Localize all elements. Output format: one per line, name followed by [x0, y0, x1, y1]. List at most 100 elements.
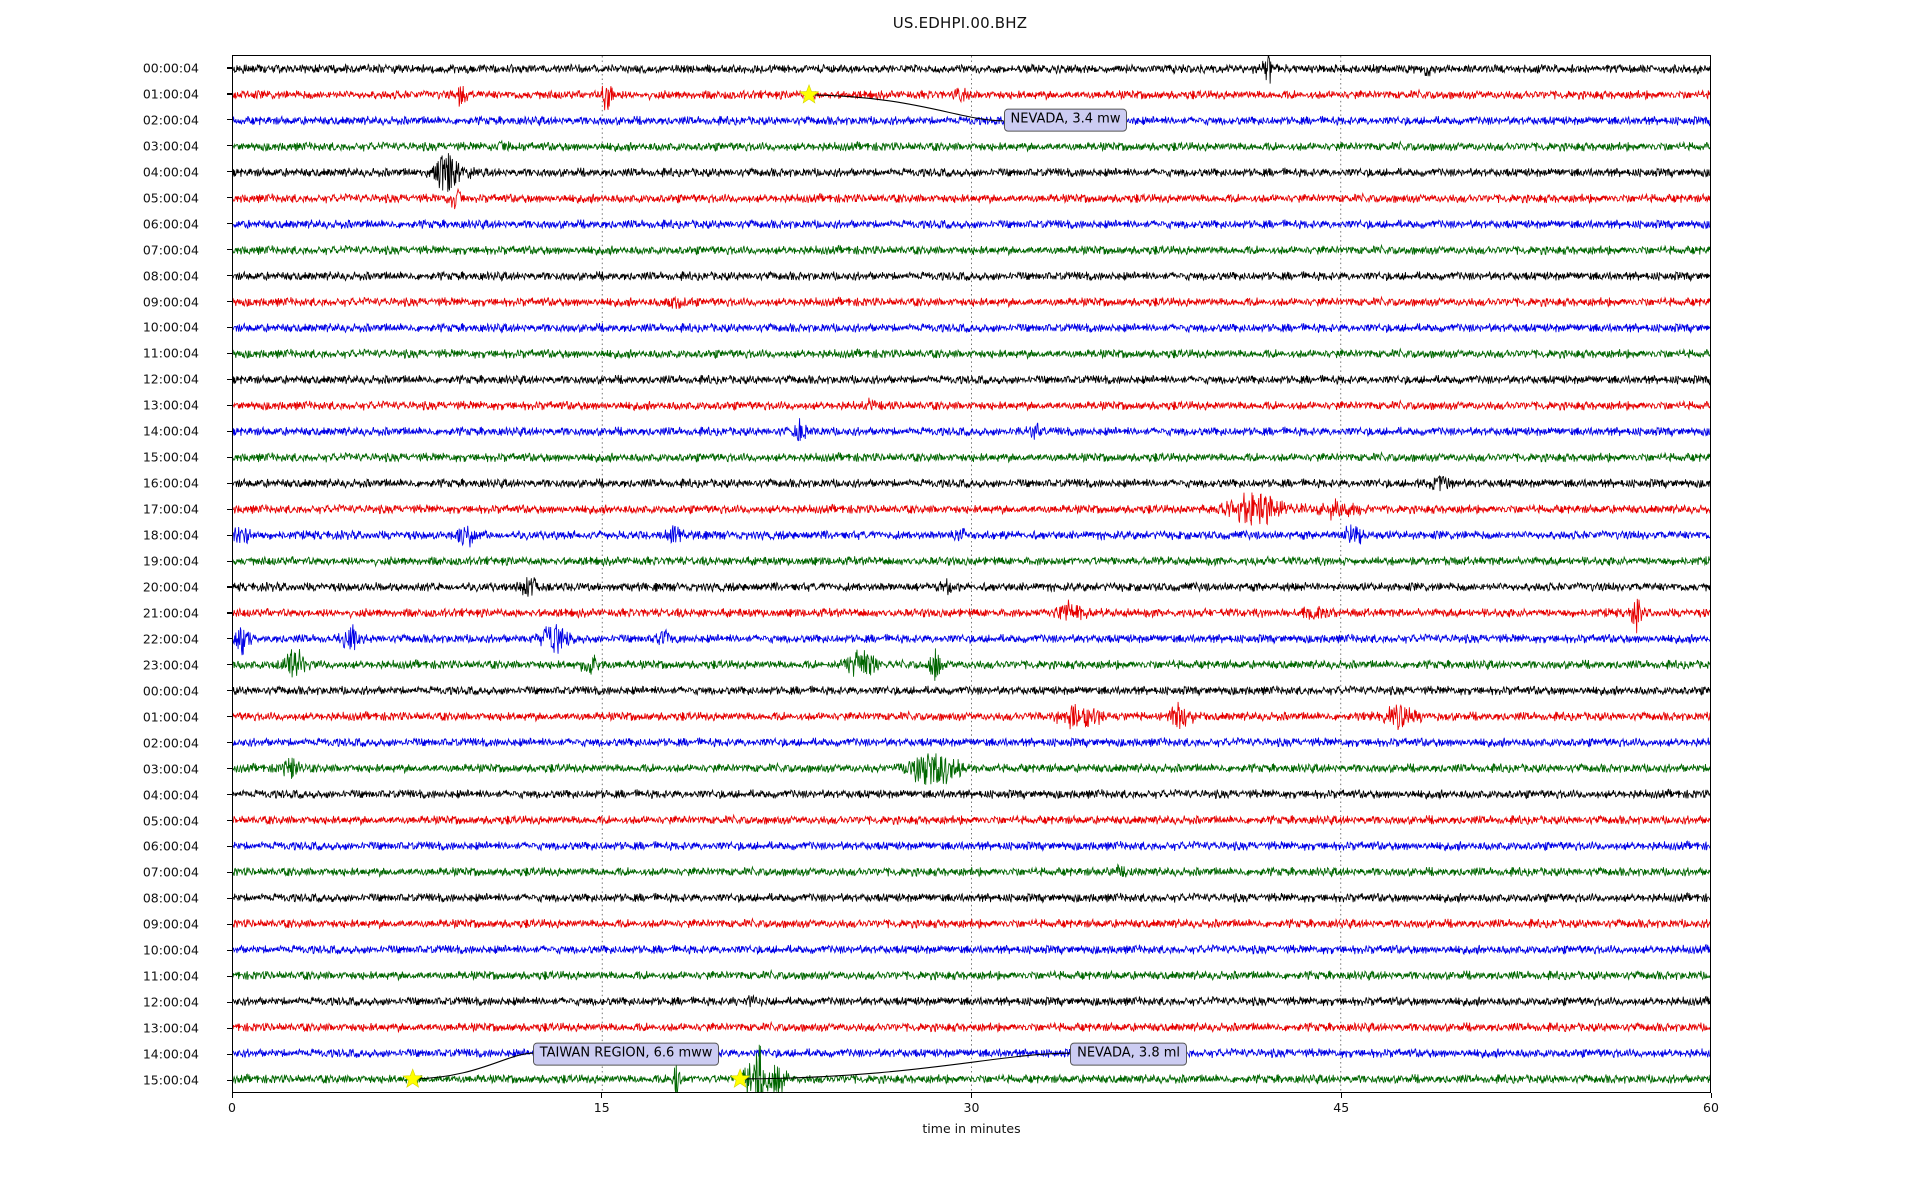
y-tick-label-29: 05:00:04	[142, 813, 199, 829]
y-tick-label-26: 02:00:04	[142, 735, 199, 751]
trace-row-18	[233, 524, 1710, 548]
trace-row-35	[233, 968, 1710, 982]
trace-row-27	[233, 753, 1710, 785]
event-annotation-box-0[interactable]: NEVADA, 3.4 mw	[1003, 108, 1128, 132]
y-tick-mark	[227, 197, 232, 199]
y-tick-mark	[227, 794, 232, 796]
y-tick-label-20: 20:00:04	[142, 579, 199, 595]
y-tick-mark	[227, 820, 232, 822]
trace-row-28	[233, 788, 1710, 801]
y-tick-mark	[227, 508, 232, 510]
trace-row-10	[233, 322, 1710, 334]
y-tick-mark	[227, 871, 232, 874]
y-tick-label-30: 06:00:04	[142, 838, 199, 854]
y-tick-label-9: 09:00:04	[142, 294, 199, 310]
trace-row-16	[233, 474, 1710, 492]
y-tick-label-23: 23:00:04	[142, 657, 199, 673]
event-star-marker[interactable]	[402, 1068, 424, 1088]
y-tick-label-22: 22:00:04	[142, 631, 199, 647]
y-tick-label-8: 08:00:04	[142, 268, 199, 284]
trace-row-20	[233, 577, 1710, 597]
y-tick-label-21: 21:00:04	[142, 605, 199, 621]
trace-row-14	[233, 418, 1710, 442]
trace-row-11	[233, 347, 1710, 360]
y-tick-mark	[227, 119, 232, 121]
event-star-marker[interactable]	[729, 1068, 751, 1088]
trace-row-15	[233, 450, 1710, 464]
y-tick-mark	[227, 638, 232, 640]
y-tick-mark	[227, 690, 232, 692]
y-tick-mark	[227, 326, 232, 329]
trace-row-7	[233, 243, 1710, 257]
trace-row-12	[233, 373, 1710, 386]
trace-row-22	[233, 624, 1710, 656]
trace-row-3	[233, 139, 1710, 153]
trace-row-1	[233, 85, 1710, 111]
y-tick-label-7: 07:00:04	[142, 242, 199, 258]
trace-row-30	[233, 840, 1710, 852]
trace-row-24	[233, 685, 1710, 697]
y-tick-mark	[227, 664, 232, 666]
event-star-marker[interactable]	[798, 84, 820, 104]
trace-row-33	[233, 917, 1710, 930]
y-tick-mark	[227, 301, 232, 303]
y-tick-label-35: 11:00:04	[142, 968, 199, 984]
helicorder-axes	[232, 55, 1711, 1093]
y-tick-label-27: 03:00:04	[142, 761, 199, 777]
y-tick-mark	[227, 560, 232, 562]
y-tick-mark	[227, 1001, 232, 1003]
trace-row-21	[233, 598, 1710, 634]
y-tick-label-6: 06:00:04	[142, 216, 199, 232]
y-tick-label-37: 13:00:04	[142, 1020, 199, 1036]
trace-row-39	[233, 1044, 1710, 1092]
x-axis-label: time in minutes	[922, 1121, 1021, 1136]
trace-row-4	[233, 153, 1710, 192]
page-title: US.EDHPI.00.BHZ	[892, 14, 1028, 32]
trace-row-37	[233, 1020, 1710, 1034]
x-tick-label-3: 45	[1333, 1100, 1350, 1115]
x-tick-mark	[601, 1093, 603, 1098]
trace-row-8	[233, 270, 1710, 283]
x-tick-label-0: 0	[228, 1100, 236, 1115]
trace-row-0	[233, 56, 1710, 84]
y-tick-label-36: 12:00:04	[142, 994, 199, 1010]
y-tick-label-5: 05:00:04	[142, 190, 199, 206]
x-tick-mark	[1340, 1093, 1342, 1098]
x-tick-label-2: 30	[963, 1100, 980, 1115]
y-tick-mark	[227, 742, 232, 744]
event-annotation-box-1[interactable]: TAIWAN REGION, 6.6 mww	[532, 1042, 720, 1066]
event-annotation-box-2[interactable]: NEVADA, 3.8 ml	[1070, 1042, 1188, 1066]
x-tick-label-1: 15	[593, 1100, 610, 1115]
y-tick-mark	[227, 534, 232, 536]
y-tick-mark	[227, 586, 232, 588]
trace-row-32	[233, 892, 1710, 904]
y-tick-mark	[227, 1079, 232, 1081]
trace-row-6	[233, 218, 1710, 231]
y-tick-label-1: 01:00:04	[142, 86, 199, 102]
y-tick-mark	[227, 145, 232, 147]
y-tick-mark	[227, 171, 232, 173]
trace-row-2	[233, 114, 1710, 131]
y-tick-label-10: 10:00:04	[142, 319, 199, 335]
y-tick-label-12: 12:00:04	[142, 371, 199, 387]
y-tick-mark	[227, 612, 232, 614]
y-tick-mark	[227, 249, 232, 251]
y-tick-mark	[227, 949, 232, 951]
y-tick-mark	[227, 768, 232, 770]
y-tick-mark	[227, 404, 232, 406]
y-tick-label-11: 11:00:04	[142, 345, 199, 361]
y-tick-label-19: 19:00:04	[142, 553, 199, 569]
trace-row-31	[233, 863, 1710, 878]
annotation-leader-line	[740, 1052, 1070, 1080]
x-tick-mark	[971, 1093, 973, 1098]
y-tick-label-31: 07:00:04	[142, 864, 199, 880]
y-tick-label-24: 00:00:04	[142, 683, 199, 699]
y-tick-label-18: 18:00:04	[142, 527, 199, 543]
trace-row-34	[233, 943, 1710, 956]
annotation-leader-line	[412, 1052, 534, 1080]
x-tick-mark	[1710, 1093, 1712, 1098]
trace-row-29	[233, 813, 1710, 827]
x-tick-mark	[231, 1093, 233, 1098]
y-tick-label-34: 10:00:04	[142, 942, 199, 958]
trace-row-9	[233, 295, 1710, 309]
